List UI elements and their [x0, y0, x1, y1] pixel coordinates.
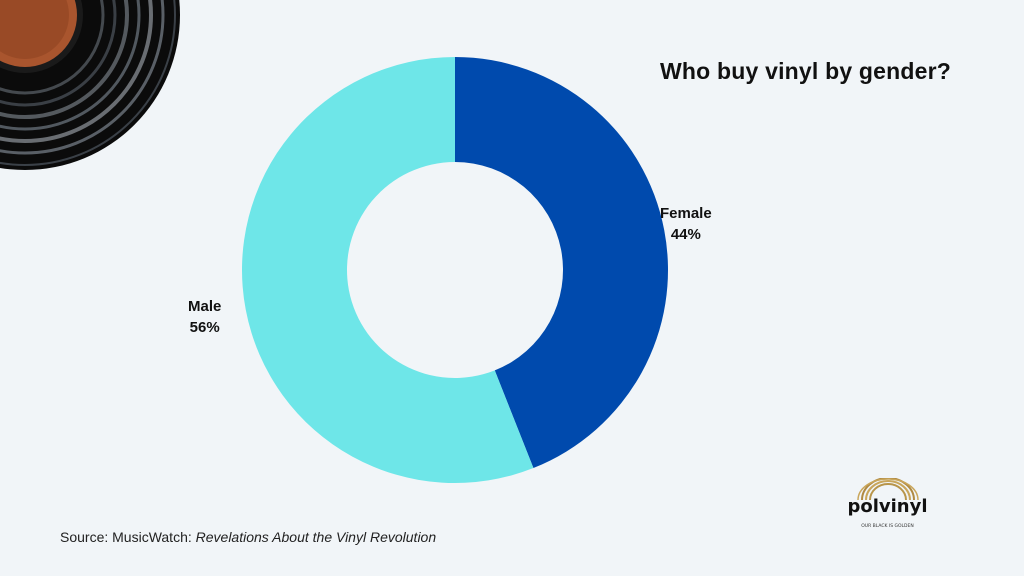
- slice-name-male: Male: [188, 298, 222, 315]
- donut-slice-male: [242, 57, 534, 483]
- source-prefix: Source: MusicWatch:: [60, 529, 196, 545]
- slice-label-female: Female 44%: [660, 203, 712, 245]
- slice-value-male: 56%: [189, 319, 220, 336]
- logo-arc-icon: [857, 478, 919, 501]
- logo-tagline: OUR BLACK IS GOLDEN: [861, 523, 913, 529]
- source-title: Revelations About the Vinyl Revolution: [195, 529, 437, 545]
- polvinyl-logo: polvinyl OUR BLACK IS GOLDEN: [830, 478, 945, 532]
- slice-name-female: Female: [660, 205, 712, 222]
- svg-text:OUR BLACK IS GOLDEN: OUR BLACK IS GOLDEN: [861, 523, 913, 529]
- donut-slice-female: [455, 57, 669, 469]
- slice-label-male: Male 56%: [188, 296, 221, 338]
- logo-wordmark: polvinyl: [847, 496, 928, 517]
- source-note: Source: MusicWatch: Revelations About th…: [60, 529, 436, 545]
- slice-value-female: 44%: [670, 226, 701, 243]
- vinyl-record-image: [0, 0, 180, 170]
- chart-title: Who buy vinyl by gender?: [660, 58, 952, 84]
